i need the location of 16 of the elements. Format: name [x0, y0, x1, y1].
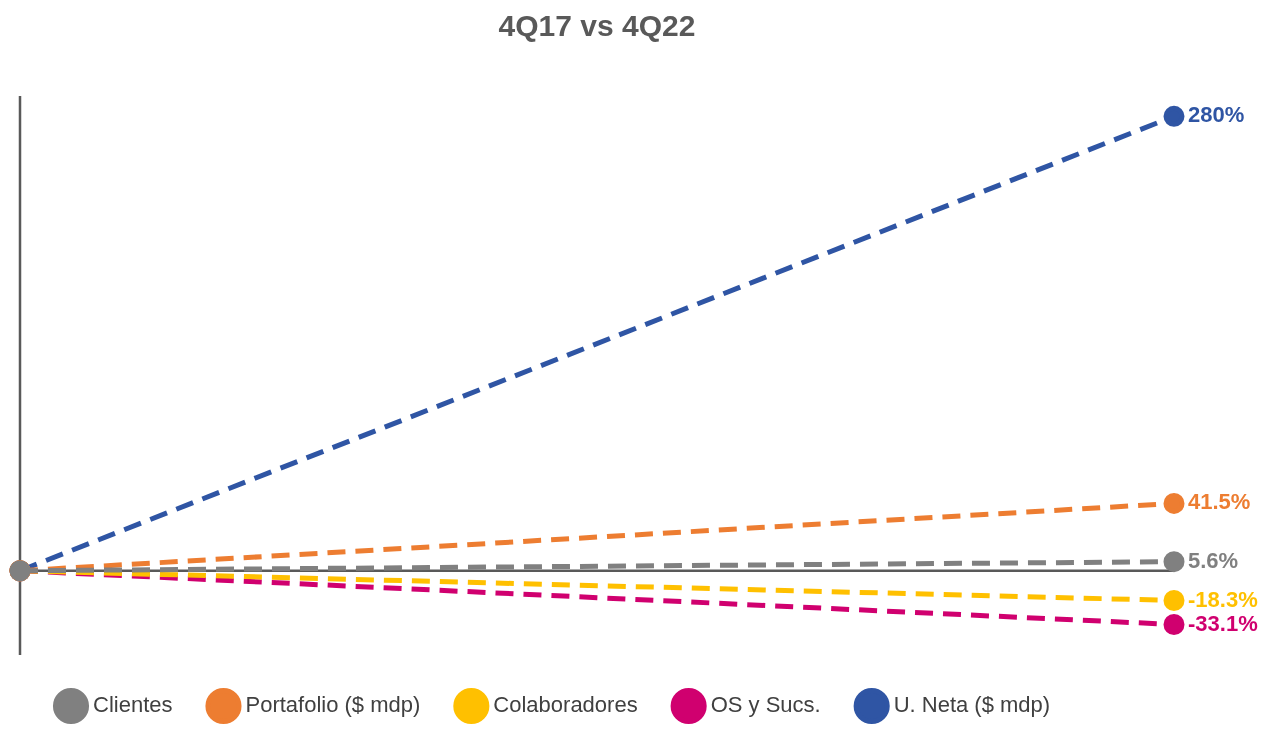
point — [1163, 105, 1185, 127]
point — [1163, 492, 1185, 514]
legend-label: OS y Sucs. — [710, 692, 821, 718]
data-label: 41.5% — [1188, 489, 1251, 515]
data-label: -18.3% — [1188, 586, 1258, 612]
chart-title: 4Q17 vs 4Q22 — [498, 9, 696, 43]
data-label: 280% — [1188, 102, 1245, 128]
point — [1163, 589, 1185, 611]
legend-label: U. Neta ($ mdp) — [893, 692, 1051, 718]
point — [1163, 614, 1185, 636]
legend-label: Colaboradores — [493, 692, 638, 718]
point — [1163, 551, 1185, 573]
data-label: 5.6% — [1188, 547, 1239, 573]
data-label: -33.1% — [1188, 610, 1258, 636]
legend-label: Clientes — [93, 692, 173, 718]
legend-label: Portafolio ($ mdp) — [245, 692, 421, 718]
